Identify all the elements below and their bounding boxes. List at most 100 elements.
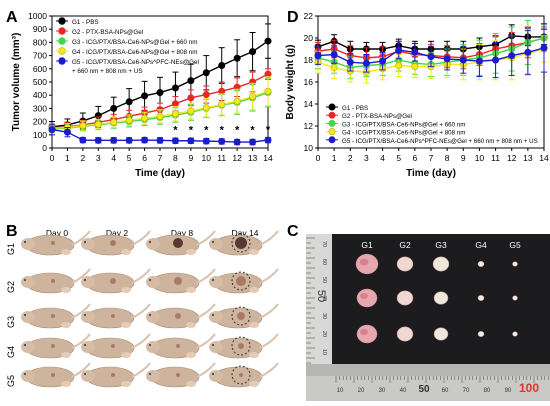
y-axis-label: Body weight (g)	[285, 45, 296, 120]
mouse-leg	[121, 322, 131, 328]
mouse-leg	[249, 352, 259, 358]
tumor-spot	[111, 314, 115, 318]
data-point	[233, 54, 241, 62]
x-tick-label: 3	[364, 153, 369, 163]
excised-tumor	[512, 261, 518, 267]
mouse-image	[146, 333, 216, 359]
mouse-tail	[196, 268, 216, 284]
data-point	[125, 116, 133, 124]
mouse-eye	[212, 279, 214, 281]
data-point	[202, 69, 210, 77]
mouse-image	[146, 362, 216, 388]
data-point	[218, 61, 226, 69]
mouse-eye	[24, 314, 26, 316]
legend-entry: G2 - PTX-BSA-NPs@Gel	[72, 29, 143, 36]
y-tick-label: 600	[33, 64, 47, 74]
mouse-leg	[186, 381, 196, 387]
mouse-leg	[121, 352, 131, 358]
x-tick-label: 12	[232, 153, 242, 163]
mouse-head	[81, 276, 95, 288]
x-tick-label: 14	[263, 153, 273, 163]
data-point	[171, 110, 179, 118]
x-tick-label: 13	[248, 153, 258, 163]
excised-tumor	[396, 256, 414, 272]
x-tick-label: 3	[96, 153, 101, 163]
excised-tumor	[356, 288, 378, 308]
tumor-spot	[51, 279, 55, 283]
mouse-eye	[84, 241, 86, 243]
mouse-tail	[71, 303, 91, 319]
legend-entry: G1 - PBS	[342, 105, 368, 112]
tumor-spot	[110, 278, 116, 284]
x-tick-label: 12	[507, 153, 517, 163]
mouse-head	[21, 276, 35, 288]
panel-letter-d: D	[287, 9, 299, 26]
mouse-leg	[121, 249, 131, 255]
data-point	[362, 59, 370, 67]
excised-tumor	[396, 326, 414, 342]
x-tick-label: 5	[396, 153, 401, 163]
mouse-eye	[84, 314, 86, 316]
x-tick-label: 13	[523, 153, 533, 163]
mouse-image	[209, 268, 279, 294]
group-label: G2	[399, 240, 411, 250]
ruler-large-label: 50	[315, 290, 327, 302]
significance-star: *	[250, 124, 255, 136]
tumor-spot	[110, 240, 116, 246]
legend-marker	[328, 111, 336, 119]
mouse-image	[146, 268, 216, 294]
y-tick-label: 1000	[28, 11, 47, 21]
mouse-tail	[196, 230, 216, 246]
legend-entry: G5 - ICG/PTX/BSA-Ce6-NPs^PFC-NEs@Gel + 6…	[342, 138, 538, 145]
legend-entry: + 660 nm + 808 nm + US	[72, 68, 143, 75]
mouse-head	[146, 311, 160, 323]
y-tick-label: 0	[42, 143, 47, 153]
mouse-eye	[212, 241, 214, 243]
mouse-tail	[259, 303, 279, 319]
panel-letter-b: B	[6, 223, 18, 240]
mouse-image	[209, 230, 279, 256]
y-tick-label: 100	[33, 130, 47, 140]
x-tick-label: 4	[111, 153, 116, 163]
data-point	[314, 52, 322, 60]
data-point	[79, 122, 87, 130]
series-5	[314, 23, 548, 79]
legend: G1 - PBS G2 - PTX-BSA-NPs@Gel G3 - ICG/PTX…	[56, 17, 199, 75]
mouse-leg	[249, 381, 259, 387]
mouse-head	[209, 341, 223, 353]
mouse-tail	[131, 268, 151, 284]
data-point	[524, 48, 532, 56]
mouse-eye	[149, 373, 151, 375]
data-point	[379, 57, 387, 65]
mouse-tail	[131, 362, 151, 378]
mouse-eye	[84, 279, 86, 281]
x-tick-label: 2	[80, 153, 85, 163]
mouse-leg	[121, 381, 131, 387]
legend-entry: G2 - PTX-BSA-NPs@Gel	[342, 113, 412, 120]
mouse-head	[209, 370, 223, 382]
group-label: G1	[361, 240, 373, 250]
mouse-image	[81, 362, 151, 388]
data-point	[330, 64, 338, 72]
data-point	[110, 118, 118, 126]
excised-tumor	[477, 331, 485, 337]
data-point	[110, 136, 118, 144]
y-tick-label: 14	[304, 99, 314, 109]
excised-tumor	[433, 327, 449, 341]
data-point	[156, 89, 164, 97]
group-label: G2	[6, 281, 16, 293]
day-label: Day 8	[171, 228, 193, 238]
mouse-leg	[249, 249, 259, 255]
mouse-image	[146, 303, 216, 329]
excised-tumor	[477, 295, 485, 301]
mouse-eye	[84, 344, 86, 346]
x-tick-label: 5	[127, 153, 132, 163]
ruler-strip	[306, 364, 550, 376]
tumor-spot	[174, 277, 182, 285]
mouse-head	[146, 238, 160, 250]
mouse-eye	[212, 344, 214, 346]
mouse-leg	[61, 381, 71, 387]
panel-letter-c: C	[287, 223, 299, 240]
legend-marker	[328, 103, 336, 111]
